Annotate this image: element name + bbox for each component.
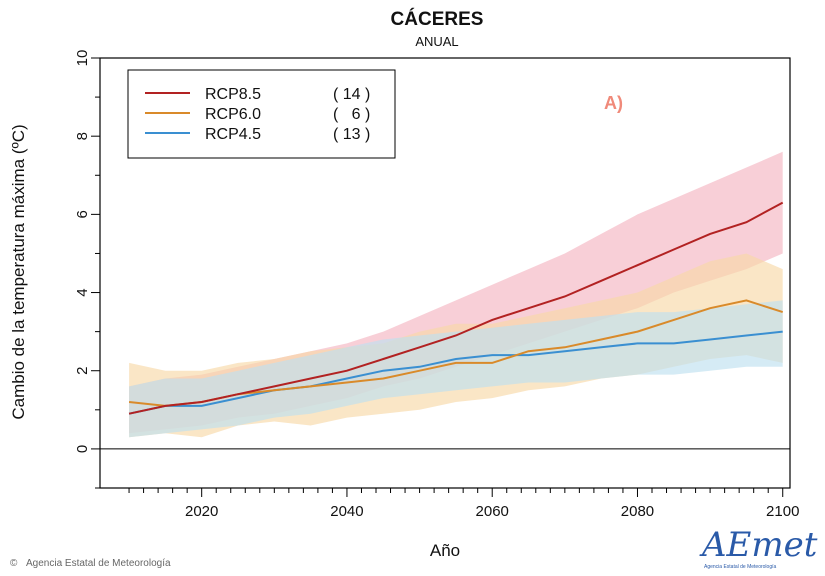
- footer: © Agencia Estatal de Meteorología: [10, 558, 171, 569]
- y-tick-label: 8: [74, 132, 91, 140]
- x-tick-label: 2060: [476, 503, 509, 520]
- footer-agency: Agencia Estatal de Meteorología: [26, 558, 171, 569]
- y-tick-label: 6: [74, 210, 91, 218]
- legend-label: RCP8.5: [205, 86, 261, 103]
- legend-label: RCP4.5: [205, 126, 261, 143]
- uncertainty-bands: [129, 151, 783, 438]
- series-lines: [128, 201, 784, 415]
- legend: RCP8.5 ( 14 ) RCP6.0 ( 6 ) RCP4.5 ( 13 ): [127, 69, 396, 159]
- plot-frame: [99, 57, 791, 489]
- y-tick-label: 10: [74, 50, 91, 67]
- x-tick-label: 2040: [330, 503, 363, 520]
- y-axis-label: Cambio de la temperatura máxima (ºC): [9, 124, 28, 419]
- copyright-icon: ©: [10, 558, 18, 569]
- legend-count: ( 13 ): [333, 126, 370, 143]
- x-tick-label: 2020: [185, 503, 218, 520]
- panel-letter: A): [604, 93, 623, 113]
- legend-count: ( 14 ): [333, 86, 370, 103]
- x-tick-label: 2080: [621, 503, 654, 520]
- logo-text: AEmet: [699, 525, 818, 565]
- chart-title: CÁCERES: [391, 8, 484, 30]
- line-rcp4-5: [128, 330, 783, 415]
- line-rcp8-5: [128, 201, 784, 415]
- legend-count: ( 6 ): [333, 106, 370, 123]
- y-tick-label: 0: [74, 445, 91, 453]
- legend-label: RCP6.0: [205, 106, 261, 123]
- x-tick-label: 2100: [766, 503, 799, 520]
- y-axis: 0 2 4 6 8 10: [74, 50, 100, 489]
- y-tick-label: 4: [74, 288, 91, 296]
- aemet-logo: AEmet Agencia Estatal de Meteorología: [699, 525, 818, 570]
- x-axis-label: Año: [430, 541, 460, 560]
- chart-subtitle: ANUAL: [415, 34, 458, 49]
- logo-subtext: Agencia Estatal de Meteorología: [704, 564, 776, 570]
- x-axis: 2020 2040 2060 2080 2100: [128, 488, 799, 520]
- y-tick-label: 2: [74, 367, 91, 375]
